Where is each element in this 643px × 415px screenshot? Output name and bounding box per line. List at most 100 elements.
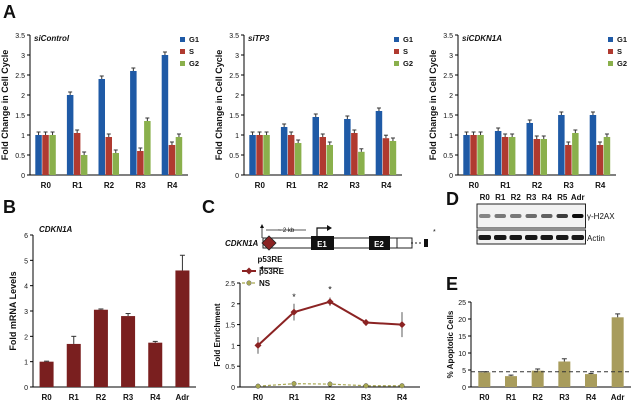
band-actin-r2 [509,235,522,240]
y-tick-label: 0.5 [15,153,25,160]
gene-name: CDKN1A [225,239,259,248]
bar-g1-r1 [66,95,74,175]
band-gh2ax-r1 [494,214,506,218]
band-actin-r4 [540,235,553,240]
band-actin-r5 [556,235,569,240]
y-tick-label: 1 [449,133,453,140]
bar-g2-r4 [389,141,397,175]
series-line-p53re [257,300,403,347]
primer-fwd-head [260,224,264,228]
bar-g2-r1 [508,137,516,175]
y-tick-label: 6 [24,233,28,240]
bar-g1-r2 [98,79,105,175]
x-tick-label-r2: R2 [96,393,107,402]
blot-label-actin: Actin [587,234,605,243]
x-tick-label-r1: R1 [286,181,297,190]
y-tick-label: 2 [24,334,28,341]
point-ns-r4 [399,383,405,389]
y-tick-label: 3.5 [15,33,25,40]
annotation-star: * [328,285,332,295]
blot-label-gh2ax: γ-H2AX [587,212,615,221]
lane-label-adr: Adr [571,193,585,202]
chart-chip: 0 0.5 1 1.5 2 2.5 R0 R1 R2 R3 R4 Fold Enrichment * * p… [213,267,420,402]
point-ns-r0 [255,383,261,389]
chart-sicdkn1a: 0 0.5 1 1.5 2 2.5 3 3.5 R0 R1 R2 R3 R4 Fold Change in… [428,33,627,190]
y-tick-label: 5 [462,368,466,375]
band-gh2ax-adr [572,214,584,218]
x-tick-label-r3: R3 [349,181,360,190]
western-blot: R0 R1 R2 R3 R4 R5 Adr γ-H2AX Actin [476,193,615,245]
bar-s-r2 [105,137,112,175]
y-tick-label: 0 [231,385,235,392]
legend-label-g1: G1 [403,35,413,44]
y-tick-label: 1.5 [225,323,235,330]
bar-g2-r4 [603,137,611,175]
lane-label-r5: R5 [557,193,568,202]
y-tick-label: 0.5 [225,364,235,371]
y-tick-label: 2 [449,93,453,100]
legend-label-s: S [403,47,408,56]
panel-label-d: D [446,189,459,209]
y-tick-label: 3 [24,309,28,316]
tss-arrowhead [327,225,332,231]
band-gh2ax-r2 [510,214,522,218]
y-tick-label: 1.5 [443,113,453,120]
bar-r4 [585,374,597,387]
x-tick-label-r4: R4 [381,181,392,190]
primer-arrowhead [259,266,263,270]
x-tick-label-r1: R1 [72,181,83,190]
bar-g1-r0 [35,135,42,175]
y-axis-label: Fold Enrichment [213,303,222,366]
y-tick-label: 1 [235,133,239,140]
x-tick-label-r1: R1 [500,181,511,190]
legend-swatch-s [608,49,613,54]
exon2 [369,236,390,250]
x-tick-label-adr: Adr [611,393,625,402]
bar-g2-r0 [49,135,56,175]
bar-s-r4 [382,138,390,175]
bar-g1-r1 [280,127,288,175]
p53re-label: p53RE [258,255,284,264]
y-tick-label: 2.5 [15,73,25,80]
chart-situp3: 0 0.5 1 1.5 2 2.5 3 3.5 R0 R1 R2 R3 R4 Fold Change in… [214,33,413,190]
legend-marker-ns [246,280,252,286]
y-tick-label: 2 [231,302,235,309]
y-tick-label: 4 [24,284,28,291]
bar-g1-r4 [375,111,383,175]
x-tick-label-r0: R0 [41,393,52,402]
y-tick-label: 0 [462,385,466,392]
exon1 [311,236,334,250]
bar-g2-r2 [540,139,547,175]
bar-r1 [66,343,81,387]
x-tick-label-r2: R2 [104,181,115,190]
bar-g2-r2 [112,153,119,175]
bar-r3 [121,316,136,387]
bar-r2 [93,309,108,387]
bar-r0 [478,372,491,387]
bar-g1-r2 [312,117,319,175]
x-tick-label-r3: R3 [563,181,574,190]
x-tick-label-r0: R0 [469,181,480,190]
lane-label-r4: R4 [542,193,553,202]
bar-g2-r3 [572,133,579,175]
y-tick-label: 1 [21,133,25,140]
bar-s-r1 [287,135,295,175]
bar-g1-r4 [589,115,597,175]
y-axis-label: Fold mRNA Levels [8,271,18,350]
panel-label-b: B [3,197,16,217]
bar-g2-r1 [80,155,88,175]
panel-label-e: E [446,274,458,294]
legend-swatch-g1 [180,37,185,42]
bar-s-r1 [501,137,509,175]
bar-s-r2 [319,137,326,175]
y-tick-label: 3.5 [443,33,453,40]
y-tick-label: 3 [21,53,25,60]
bar-g1-r0 [249,135,256,175]
x-tick-label-r0: R0 [255,181,266,190]
bar-r1 [505,376,517,387]
bar-g1-r1 [494,131,502,175]
panel-label-a: A [3,2,16,22]
bar-s-r3 [351,133,358,175]
bar-s-r4 [168,145,176,175]
y-tick-label: 0 [449,173,453,180]
